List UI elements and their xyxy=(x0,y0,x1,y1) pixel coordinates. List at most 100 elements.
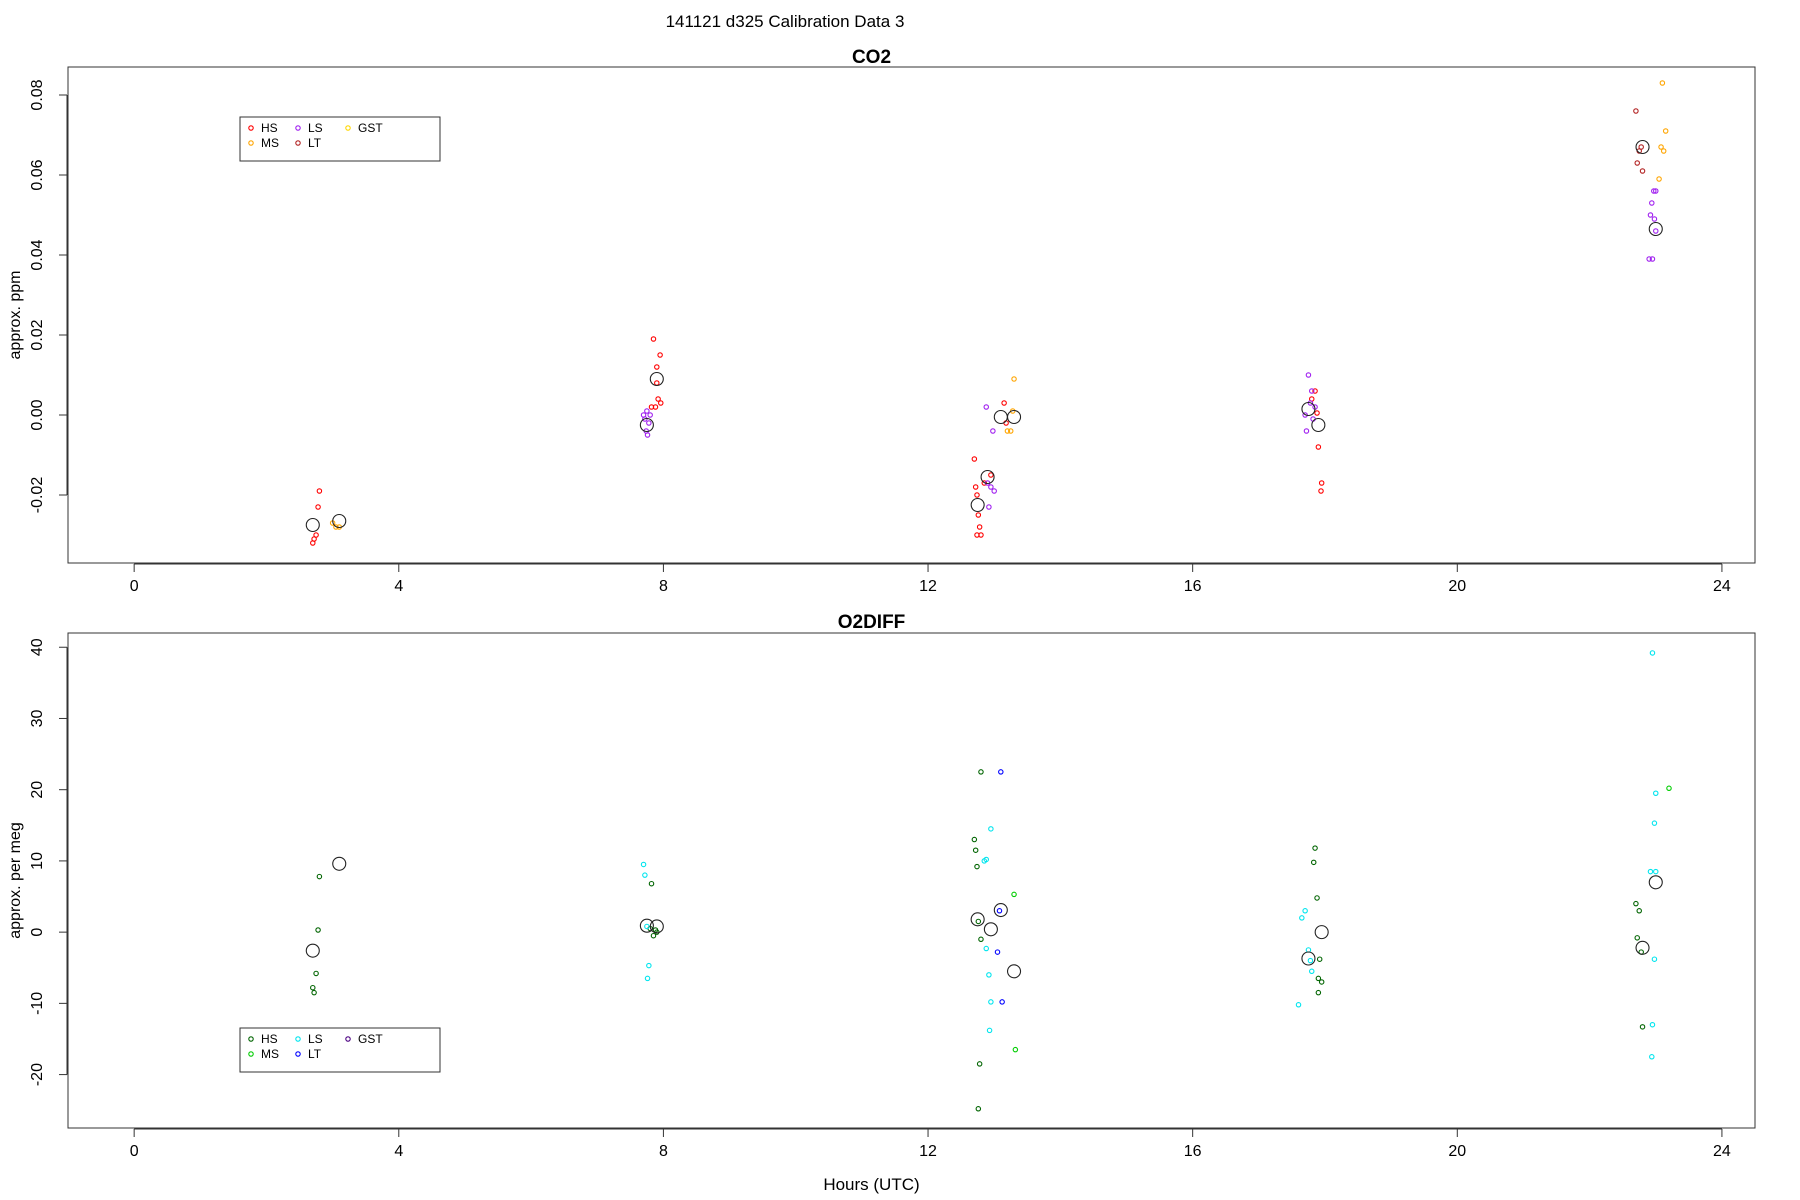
x-tick-label: 16 xyxy=(1184,578,1202,595)
x-tick-label: 20 xyxy=(1448,1143,1466,1160)
data-point xyxy=(1318,488,1324,494)
legend-label: GST xyxy=(358,121,383,135)
mean-marker xyxy=(1635,940,1650,955)
mean-marker xyxy=(980,469,995,485)
y-tick-label: 0.02 xyxy=(29,319,46,350)
legend-label: GST xyxy=(358,1032,383,1046)
panel-title: O2DIFF xyxy=(838,612,906,633)
data-point xyxy=(655,396,661,402)
data-point xyxy=(1653,228,1659,234)
legend-marker xyxy=(248,1051,254,1057)
mean-marker xyxy=(983,922,998,937)
mean-marker xyxy=(993,903,1008,918)
data-point xyxy=(1639,1024,1646,1030)
data-point xyxy=(976,524,983,530)
data-point xyxy=(658,400,664,406)
y-tick-label: 20 xyxy=(29,781,46,799)
data-point xyxy=(1310,859,1317,866)
x-tick-label: 24 xyxy=(1713,578,1731,595)
data-point xyxy=(1634,935,1640,941)
data-point xyxy=(1647,212,1654,218)
data-point xyxy=(644,432,651,438)
data-point xyxy=(1649,1021,1656,1028)
data-point xyxy=(1308,968,1315,975)
data-point xyxy=(313,970,319,977)
mean-marker xyxy=(639,417,654,433)
mean-marker xyxy=(649,919,664,934)
data-point xyxy=(1312,845,1318,851)
legend-marker xyxy=(248,140,254,146)
data-point xyxy=(998,769,1004,775)
data-point xyxy=(991,488,997,494)
legend-label: HS xyxy=(261,121,278,135)
data-point xyxy=(988,999,994,1005)
data-point xyxy=(1653,188,1659,194)
chart-panel-o2diff: O2DIFF 0 4 8 12 16 20 24 -20 -10 0 10 20 30 40 approx. … xyxy=(7,612,1756,1194)
mean-marker xyxy=(305,517,320,533)
data-point xyxy=(1666,785,1672,792)
data-point xyxy=(971,456,978,462)
mean-marker xyxy=(1635,139,1650,155)
data-point xyxy=(1299,915,1305,921)
data-point xyxy=(1007,428,1014,434)
y-tick-label: 0.06 xyxy=(29,159,46,190)
y-tick-label: 0.00 xyxy=(29,399,46,430)
data-point xyxy=(313,532,319,538)
data-point xyxy=(974,492,980,498)
data-point xyxy=(1633,900,1639,907)
legend-box xyxy=(239,116,441,162)
data-point xyxy=(988,826,994,832)
legend-marker xyxy=(248,1036,254,1042)
data-point xyxy=(1308,388,1315,394)
data-point xyxy=(311,989,317,996)
data-point xyxy=(644,408,650,414)
data-point xyxy=(1651,216,1658,222)
figure-title: 141121 d325 Calibration Data 3 xyxy=(666,12,905,31)
data-point xyxy=(1636,908,1642,914)
x-axis-label: Hours (UTC) xyxy=(823,1175,919,1194)
y-tick-label: 0.08 xyxy=(29,79,46,110)
series-lt xyxy=(994,769,1005,1005)
x-tick-label: 24 xyxy=(1713,1143,1731,1160)
data-point xyxy=(975,1106,982,1112)
y-tick-label: 30 xyxy=(29,709,46,727)
data-point xyxy=(1653,868,1659,875)
data-point xyxy=(996,908,1003,914)
data-point xyxy=(1649,650,1656,656)
data-point xyxy=(315,504,321,510)
data-point xyxy=(978,769,984,775)
x-tick-label: 0 xyxy=(130,1143,139,1160)
mean-markers xyxy=(305,856,1663,979)
data-point xyxy=(986,504,992,510)
data-point xyxy=(994,949,1001,955)
y-tick-label: -0.02 xyxy=(29,477,46,514)
data-point xyxy=(1646,256,1652,262)
x-tick-label: 8 xyxy=(659,1143,668,1160)
data-point xyxy=(1303,428,1310,434)
data-point xyxy=(1658,144,1664,150)
data-point xyxy=(1307,957,1314,964)
data-point xyxy=(1318,480,1325,486)
legend-marker xyxy=(295,1051,301,1057)
data-point xyxy=(999,999,1005,1005)
legend-label: LT xyxy=(308,136,322,150)
data-point xyxy=(1649,200,1655,206)
legend-label: LS xyxy=(308,121,323,135)
data-point xyxy=(1651,956,1658,962)
data-point xyxy=(1312,388,1318,394)
mean-marker xyxy=(1301,951,1316,966)
data-point xyxy=(1315,444,1322,450)
data-point xyxy=(1653,790,1659,797)
data-point xyxy=(1660,148,1667,154)
data-point xyxy=(975,512,982,518)
legend-marker xyxy=(295,125,301,131)
data-point xyxy=(986,972,992,978)
mean-marker xyxy=(332,513,347,529)
mean-marker xyxy=(970,912,985,927)
data-point xyxy=(1651,820,1658,826)
legend-marker xyxy=(345,125,351,131)
data-point xyxy=(1001,400,1007,406)
data-point xyxy=(650,932,657,939)
data-point xyxy=(983,404,990,410)
